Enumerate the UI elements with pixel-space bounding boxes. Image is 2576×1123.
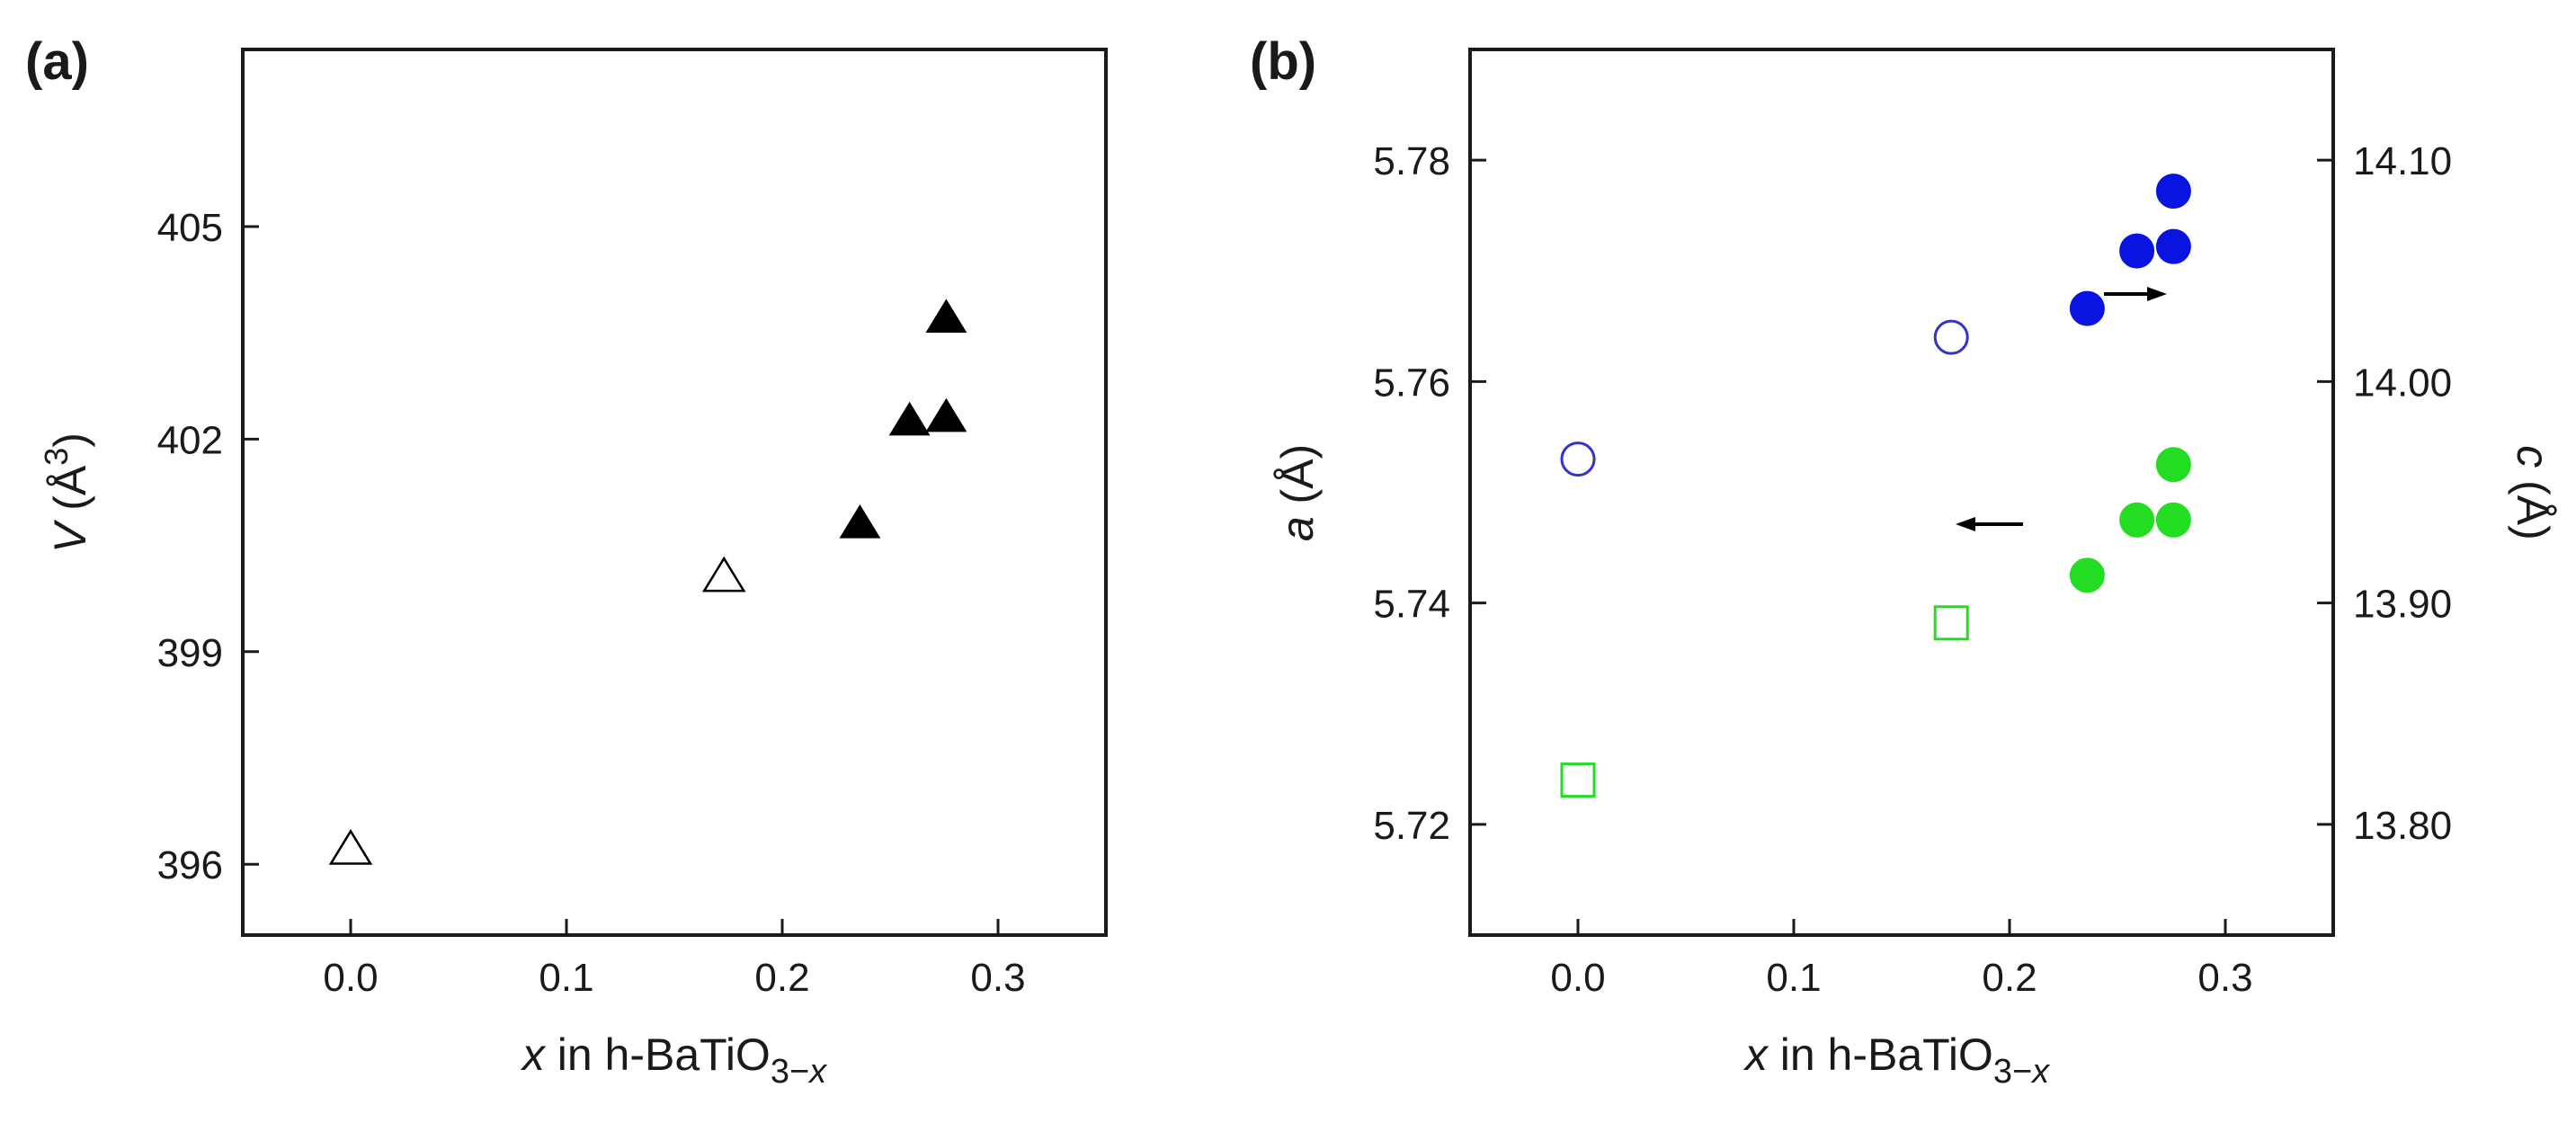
panel-b-left-y-tick-label: 5.78 [1373,139,1450,183]
panel-a-open-triangle-point [328,829,373,865]
panel-b-right-y-tick-label: 14.10 [2353,139,2452,183]
panel-a-y-tick-label: 405 [157,206,223,250]
panel-b-x-axis-label: x in h-BaTiO3−x [1743,1029,2051,1091]
panel-b-data-points [1560,174,2191,798]
panel-b-label: (b) [1250,32,1316,91]
panel-a-x-axis-label: x in h-BaTiO3−x [521,1029,828,1091]
panel-b-plot-frame [1468,48,2335,937]
panel-b-open-circle-point [1933,319,1969,355]
panel-b-x-tick-label: 0.1 [1766,956,1821,1000]
panel-a-y-axis-label: V (Å3) [38,432,95,553]
panel-b: (b) 0.0 0.1 0.2 0.3 5.725.745.765.78 13.801… [1250,32,2558,1091]
panel-b-arrow-right-axis [2104,287,2167,301]
panel-a-x-tick-label: 0.0 [323,956,378,1000]
panel-b-left-y-ticks [1470,158,1486,826]
panel-b-right-y-ticks [2317,158,2333,826]
panel-b-right-y-tick-label: 13.80 [2353,804,2452,848]
panel-a-open-triangle-point [701,556,746,593]
panel-a-filled-triangle-point [925,299,967,334]
panel-b-x-tick-label: 0.2 [1982,956,2037,1000]
panel-b-filled-circle-point [2119,502,2155,538]
panel-a-y-tick-label: 399 [157,631,223,675]
panel-b-open-square-point [1560,762,1596,798]
panel-b-right-y-axis-label: c (Å) [2508,445,2558,540]
panel-a-x-tick-label: 0.1 [539,956,593,1000]
panel-a-y-tick-labels: 396 399 402 405 [157,206,223,887]
panel-a-x-tick-label: 0.2 [754,956,809,1000]
panel-b-x-tick-label: 0.0 [1550,956,1605,1000]
panel-a-y-tick-label: 402 [157,418,223,462]
panel-a-label: (a) [25,32,89,91]
panel-b-left-y-tick-label: 5.74 [1373,583,1450,627]
panel-b-right-y-tick-labels: 13.80 13.90 14.00 14.10 [2353,139,2452,848]
panel-a: (a) 0.0 0.1 0.2 0.3 396 399 402 405 x in h-BaT… [25,32,1108,1091]
panel-b-filled-circle-point [2119,233,2155,269]
panel-b-left-y-tick-label: 5.76 [1373,361,1450,405]
panel-a-y-ticks [243,225,259,866]
panel-b-x-tick-label: 0.3 [2197,956,2252,1000]
panel-b-left-y-axis-label: a (Å) [1272,444,1323,541]
panel-b-right-y-tick-label: 14.00 [2353,361,2452,405]
panel-a-data-points [328,299,967,865]
panel-a-filled-triangle-point [839,504,881,539]
panel-b-left-y-tick-labels: 5.72 5.74 5.76 5.78 [1373,139,1450,848]
panel-b-right-y-tick-label: 13.90 [2353,583,2452,627]
panel-b-open-circle-point [1560,441,1596,477]
panel-b-left-y-tick-label: 5.72 [1373,804,1450,848]
panel-b-filled-circle-point [2155,228,2191,264]
panel-a-x-tick-label: 0.3 [970,956,1025,1000]
panel-a-x-ticks [349,919,1000,935]
panel-a-y-tick-label: 396 [157,843,223,887]
panel-b-x-tick-labels: 0.0 0.1 0.2 0.3 [1550,956,2252,1000]
panel-b-filled-circle-point [2069,557,2105,593]
panel-a-plot-frame [241,48,1108,937]
panel-b-x-ticks [1576,919,2227,935]
panel-b-filled-circle-point [2155,502,2191,538]
panel-a-filled-triangle-point [925,397,967,432]
panel-a-filled-triangle-point [888,401,931,436]
panel-b-arrow-left-axis [1956,517,2023,531]
panel-b-filled-circle-point [2155,174,2191,209]
panel-b-open-square-point [1933,605,1969,641]
panel-b-filled-circle-point [2069,290,2105,326]
panel-a-x-tick-labels: 0.0 0.1 0.2 0.3 [323,956,1025,1000]
panel-b-filled-circle-point [2155,447,2191,483]
